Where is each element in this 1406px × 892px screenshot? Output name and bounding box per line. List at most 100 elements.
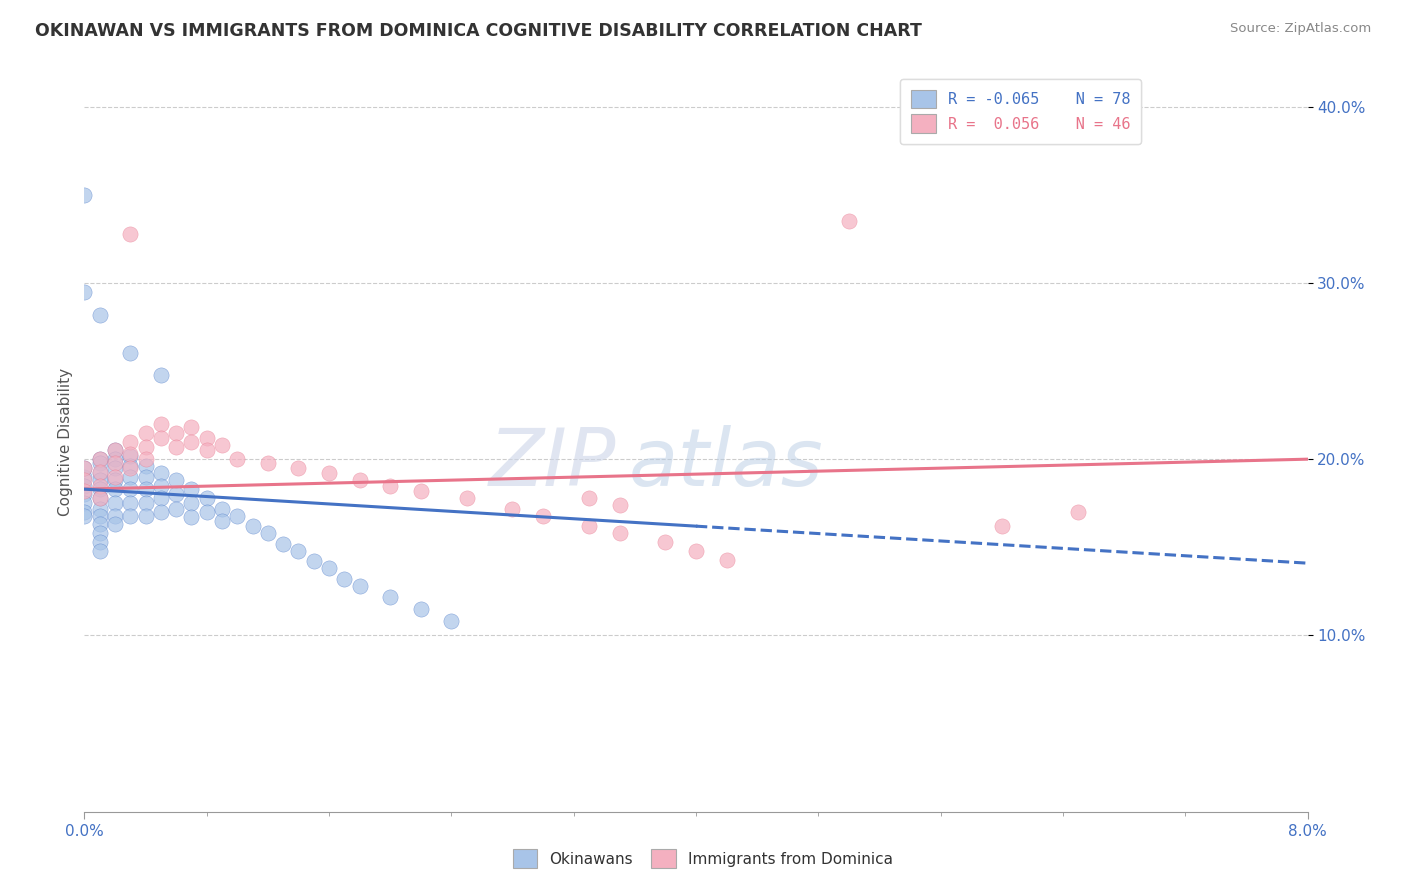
Point [531, 508, 554, 523]
Text: Source: ZipAtlas.com: Source: ZipAtlas.com [1230, 22, 1371, 36]
Point [654, 535, 676, 549]
Point [226, 508, 249, 523]
Point [302, 554, 325, 568]
Point [180, 482, 202, 496]
Point [104, 473, 127, 487]
Point [135, 496, 157, 510]
Point [104, 452, 127, 467]
Point [333, 572, 356, 586]
Legend: R = -0.065    N = 78, R =  0.056    N = 46: R = -0.065 N = 78, R = 0.056 N = 46 [900, 79, 1140, 144]
Point [73, 461, 96, 475]
Point [180, 496, 202, 510]
Text: atlas: atlas [628, 425, 824, 503]
Point [135, 452, 157, 467]
Point [716, 552, 738, 566]
Point [180, 420, 202, 434]
Point [104, 496, 127, 510]
Point [149, 491, 172, 505]
Point [165, 473, 187, 487]
Point [89, 473, 111, 487]
Point [135, 482, 157, 496]
Point [89, 467, 111, 481]
Point [165, 440, 187, 454]
Point [380, 478, 402, 492]
Point [120, 470, 142, 484]
Point [257, 526, 280, 541]
Point [135, 508, 157, 523]
Point [73, 473, 96, 487]
Point [89, 544, 111, 558]
Point [104, 443, 127, 458]
Point [685, 544, 707, 558]
Point [257, 456, 280, 470]
Point [211, 514, 233, 528]
Point [73, 285, 96, 299]
Point [195, 491, 218, 505]
Point [287, 544, 309, 558]
Point [73, 487, 96, 501]
Text: ZIP: ZIP [489, 425, 616, 503]
Point [89, 501, 111, 516]
Point [104, 508, 127, 523]
Point [287, 461, 309, 475]
Point [149, 505, 172, 519]
Point [120, 496, 142, 510]
Point [104, 482, 127, 496]
Point [120, 447, 142, 461]
Point [89, 491, 111, 505]
Point [165, 487, 187, 501]
Point [73, 483, 96, 498]
Point [195, 505, 218, 519]
Point [180, 510, 202, 524]
Y-axis label: Cognitive Disability: Cognitive Disability [58, 368, 73, 516]
Point [73, 496, 96, 510]
Point [89, 482, 111, 496]
Point [149, 417, 172, 431]
Point [89, 526, 111, 541]
Point [609, 526, 631, 541]
Point [104, 461, 127, 475]
Point [120, 482, 142, 496]
Point [73, 505, 96, 519]
Point [349, 579, 371, 593]
Point [149, 478, 172, 492]
Point [120, 459, 142, 474]
Point [104, 456, 127, 470]
Point [211, 501, 233, 516]
Point [456, 491, 478, 505]
Point [318, 561, 340, 575]
Text: OKINAWAN VS IMMIGRANTS FROM DOMINICA COGNITIVE DISABILITY CORRELATION CHART: OKINAWAN VS IMMIGRANTS FROM DOMINICA COG… [35, 22, 922, 40]
Point [120, 508, 142, 523]
Point [73, 461, 96, 475]
Point [578, 491, 600, 505]
Point [104, 443, 127, 458]
Point [135, 470, 157, 484]
Point [89, 308, 111, 322]
Point [89, 491, 111, 505]
Point [409, 602, 432, 616]
Point [135, 440, 157, 454]
Point [135, 425, 157, 440]
Point [838, 214, 860, 228]
Point [120, 449, 142, 463]
Point [89, 508, 111, 523]
Point [1067, 505, 1090, 519]
Point [409, 483, 432, 498]
Point [120, 346, 142, 360]
Point [165, 501, 187, 516]
Point [89, 452, 111, 467]
Point [578, 519, 600, 533]
Point [89, 452, 111, 467]
Point [242, 519, 264, 533]
Point [180, 434, 202, 449]
Point [120, 227, 142, 241]
Point [349, 473, 371, 487]
Point [271, 537, 294, 551]
Point [89, 478, 111, 492]
Point [149, 467, 172, 481]
Point [440, 615, 463, 629]
Point [73, 470, 96, 484]
Point [89, 456, 111, 470]
Point [73, 508, 96, 523]
Point [89, 465, 111, 479]
